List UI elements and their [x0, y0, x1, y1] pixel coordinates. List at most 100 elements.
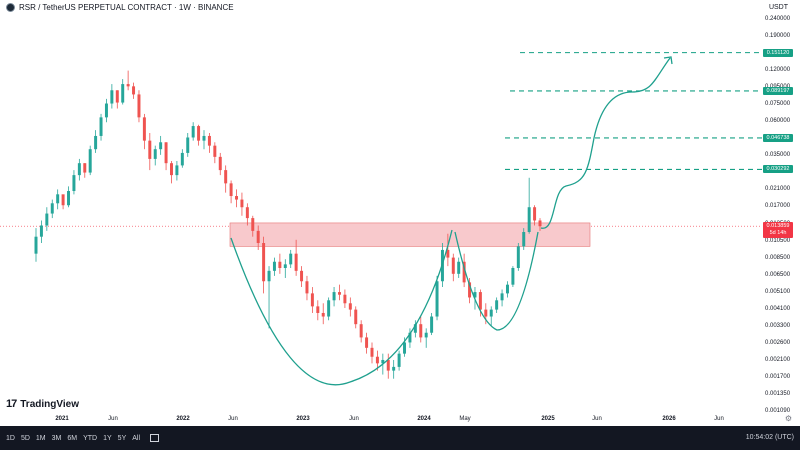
- candle[interactable]: [83, 163, 87, 178]
- candle[interactable]: [359, 320, 363, 343]
- candle[interactable]: [61, 194, 65, 210]
- candle[interactable]: [321, 303, 325, 325]
- candle[interactable]: [267, 266, 271, 329]
- candle[interactable]: [527, 177, 531, 234]
- candle[interactable]: [538, 218, 542, 231]
- candle[interactable]: [289, 249, 293, 268]
- candle[interactable]: [132, 82, 136, 99]
- candle[interactable]: [283, 259, 287, 278]
- candle[interactable]: [365, 332, 369, 354]
- timeframe-button[interactable]: All: [132, 434, 141, 442]
- candle[interactable]: [207, 132, 211, 153]
- candle[interactable]: [375, 350, 379, 371]
- currency-label[interactable]: USDT: [768, 4, 788, 11]
- candle[interactable]: [310, 287, 314, 313]
- candle[interactable]: [505, 281, 509, 298]
- handle-curve[interactable]: [454, 231, 539, 331]
- clock-time[interactable]: 10:54:02 (UTC): [745, 434, 794, 441]
- candle[interactable]: [392, 359, 396, 379]
- timeframe-button[interactable]: 1D: [6, 434, 15, 442]
- candle[interactable]: [316, 300, 320, 321]
- candle[interactable]: [56, 189, 60, 210]
- candle[interactable]: [451, 253, 455, 282]
- chart-title[interactable]: RSR / TetherUS PERPETUAL CONTRACT · 1W ·…: [6, 3, 234, 12]
- candle[interactable]: [213, 142, 217, 164]
- timeframe-button[interactable]: 5D: [20, 434, 30, 442]
- candle[interactable]: [197, 124, 201, 146]
- candle[interactable]: [332, 287, 336, 307]
- candle[interactable]: [343, 289, 347, 308]
- candle[interactable]: [446, 233, 450, 267]
- calendar-icon[interactable]: [150, 434, 160, 442]
- candle[interactable]: [77, 158, 81, 181]
- candle[interactable]: [126, 70, 130, 91]
- candle[interactable]: [413, 320, 417, 338]
- candle[interactable]: [495, 297, 499, 313]
- candle[interactable]: [235, 189, 239, 208]
- candle[interactable]: [148, 132, 152, 171]
- candle[interactable]: [229, 180, 233, 204]
- candle[interactable]: [300, 266, 304, 288]
- candle[interactable]: [457, 257, 461, 278]
- candle[interactable]: [468, 277, 472, 304]
- timeframe-button[interactable]: YTD: [83, 434, 98, 442]
- candle[interactable]: [159, 135, 163, 155]
- timeframe-button[interactable]: 1Y: [103, 434, 112, 442]
- candle[interactable]: [511, 266, 515, 288]
- candle[interactable]: [115, 90, 119, 109]
- candle[interactable]: [354, 306, 358, 329]
- candle[interactable]: [533, 205, 537, 226]
- candle[interactable]: [337, 284, 341, 301]
- candle[interactable]: [121, 79, 125, 105]
- candle[interactable]: [489, 306, 493, 327]
- candle[interactable]: [500, 289, 504, 307]
- candle[interactable]: [294, 239, 298, 276]
- candle[interactable]: [251, 215, 255, 237]
- candle[interactable]: [186, 132, 190, 157]
- candle[interactable]: [240, 192, 244, 216]
- candle[interactable]: [72, 170, 76, 195]
- candle[interactable]: [202, 130, 206, 150]
- candle[interactable]: [370, 342, 374, 364]
- candle[interactable]: [88, 145, 92, 176]
- candle[interactable]: [104, 98, 108, 123]
- candle[interactable]: [175, 161, 179, 181]
- candle[interactable]: [224, 165, 228, 193]
- cup-curve[interactable]: [230, 229, 453, 386]
- candle[interactable]: [153, 145, 157, 166]
- candle[interactable]: [67, 186, 71, 208]
- candle[interactable]: [419, 316, 423, 343]
- candle[interactable]: [180, 149, 184, 168]
- candle[interactable]: [327, 297, 331, 321]
- gear-icon[interactable]: ⚙: [784, 414, 792, 423]
- candle[interactable]: [34, 228, 38, 262]
- timeframe-button[interactable]: 6M: [67, 434, 78, 442]
- price-chart[interactable]: [0, 0, 800, 426]
- candle[interactable]: [408, 328, 412, 348]
- candle[interactable]: [94, 130, 98, 153]
- candle[interactable]: [50, 199, 54, 219]
- resistance-zone[interactable]: [229, 222, 591, 247]
- candle[interactable]: [99, 113, 103, 141]
- candle[interactable]: [39, 220, 43, 244]
- candle[interactable]: [262, 236, 266, 294]
- candle[interactable]: [462, 253, 466, 288]
- candle[interactable]: [397, 350, 401, 371]
- candle[interactable]: [137, 90, 141, 123]
- candle[interactable]: [110, 84, 114, 109]
- candle[interactable]: [522, 228, 526, 250]
- timeframe-button[interactable]: 1M: [35, 434, 46, 442]
- projection-path[interactable]: [540, 57, 671, 229]
- candle[interactable]: [45, 207, 49, 231]
- candle[interactable]: [305, 275, 309, 301]
- candle[interactable]: [218, 152, 222, 176]
- candle[interactable]: [245, 203, 249, 226]
- candle[interactable]: [435, 275, 439, 321]
- timeframe-button[interactable]: 3M: [51, 434, 62, 442]
- candle[interactable]: [256, 225, 260, 250]
- candle[interactable]: [169, 161, 173, 184]
- candle[interactable]: [430, 312, 434, 336]
- candle[interactable]: [272, 257, 276, 276]
- candle[interactable]: [164, 142, 168, 171]
- candle[interactable]: [278, 253, 282, 274]
